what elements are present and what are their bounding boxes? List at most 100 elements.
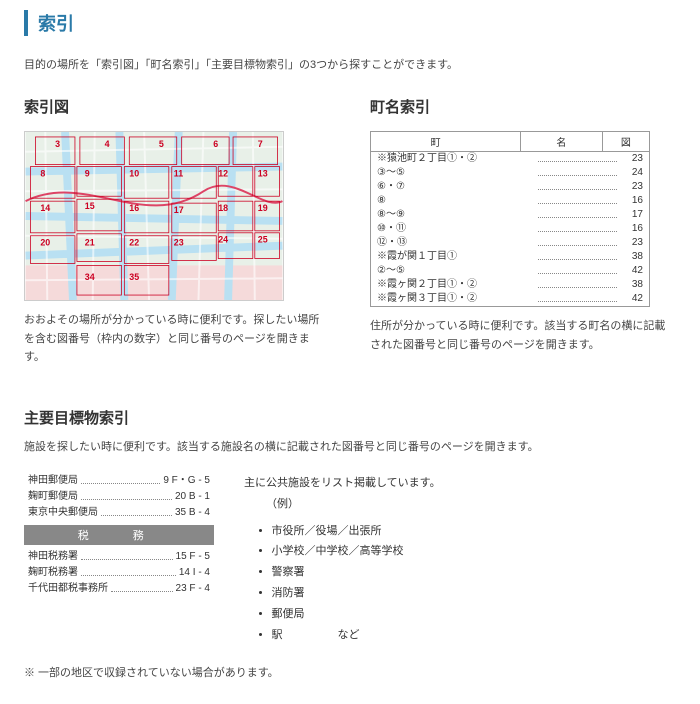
svg-text:34: 34: [85, 272, 95, 282]
index-map-image: 34567 8910111213 141516171819 2021222324…: [24, 131, 284, 301]
row-page: 23 F - 4: [176, 581, 210, 597]
svg-text:10: 10: [129, 168, 139, 178]
svg-text:16: 16: [129, 203, 139, 213]
table-row: ⑧〜⑨17: [371, 208, 649, 222]
row-page: 35 B - 4: [175, 505, 210, 521]
table-row: ③〜⑤ 24: [371, 166, 649, 180]
svg-text:20: 20: [40, 238, 50, 248]
side-example-label: （例）: [266, 494, 441, 515]
svg-text:24: 24: [218, 235, 228, 245]
svg-text:18: 18: [218, 203, 228, 213]
svg-text:35: 35: [129, 272, 139, 282]
table-row: ※霞が関１丁目① 38: [371, 250, 649, 264]
col-town-index: 町名索引 町 名 図 ※猿池町２丁目①・②23③〜⑤24⑥・⑦23⑧16⑧〜⑨1…: [370, 96, 676, 367]
landmark-table: 神田郵便局9 F・G - 5麹町郵便局20 B - 1東京中央郵便局35 B -…: [24, 473, 214, 597]
row-page: 9 F・G - 5: [163, 473, 210, 489]
row-page: 16: [621, 194, 643, 208]
row-label: ⑩・⑪: [377, 222, 534, 236]
svg-text:21: 21: [85, 238, 95, 248]
row-label: 神田税務署: [28, 549, 78, 565]
row-page: 16: [621, 222, 643, 236]
table-row: 神田税務署 15 F - 5: [24, 549, 214, 565]
sec3-desc: 施設を探したい時に便利です。該当する施設名の横に記載された図番号と同じ番号のペー…: [24, 438, 676, 457]
table-row: ⑥・⑦23: [371, 180, 649, 194]
row-label: ※猿池町２丁目①・②: [377, 152, 534, 166]
side-intro: 主に公共施設をリスト掲載しています。: [244, 473, 441, 494]
map-svg: 34567 8910111213 141516171819 2021222324…: [25, 132, 283, 300]
row-page: 15 F - 5: [176, 549, 210, 565]
row-page: 23: [621, 152, 643, 166]
svg-text:12: 12: [218, 168, 228, 178]
sec2-title: 町名索引: [370, 96, 676, 117]
row-label: 千代田都税事務所: [28, 581, 108, 597]
page-title: 索引: [24, 10, 676, 36]
list-item: 警察署: [272, 562, 441, 583]
table-row: 東京中央郵便局 35 B - 4: [24, 505, 214, 521]
th-name: 名: [521, 132, 603, 151]
row-page: 42: [621, 292, 643, 306]
list-item: 郵便局: [272, 604, 441, 625]
row-page: 38: [621, 250, 643, 264]
sec3-title: 主要目標物索引: [24, 407, 676, 428]
row-page: 20 B - 1: [175, 489, 210, 505]
lm-header2: 税 務: [24, 525, 214, 545]
svg-text:9: 9: [85, 168, 90, 178]
row-label: ②〜⑤: [377, 264, 534, 278]
town-head: 町 名 図: [371, 132, 649, 152]
svg-text:4: 4: [105, 139, 110, 149]
table-row: ②〜⑤ 42: [371, 264, 649, 278]
table-row: 麹町税務署 14 I - 4: [24, 565, 214, 581]
row-page: 38: [621, 278, 643, 292]
table-row: ※霞ヶ関２丁目①・② 38: [371, 278, 649, 292]
table-row: ※霞ヶ関３丁目①・② 42: [371, 292, 649, 306]
sec2-desc: 住所が分かっている時に便利です。該当する町名の横に記載された図番号と同じ番号のペ…: [370, 317, 676, 354]
row-label: ⑧〜⑨: [377, 208, 534, 222]
svg-text:25: 25: [258, 235, 268, 245]
row-page: 24: [621, 166, 643, 180]
sec1-title: 索引図: [24, 96, 330, 117]
th-town: 町: [371, 132, 521, 151]
landmark-wrap: 神田郵便局9 F・G - 5麹町郵便局20 B - 1東京中央郵便局35 B -…: [24, 473, 676, 646]
svg-text:23: 23: [174, 238, 184, 248]
sec1-desc: おおよその場所が分かっている時に便利です。探したい場所を含む図番号（枠内の数字）…: [24, 311, 330, 367]
row-label: ※霞ヶ関２丁目①・②: [377, 278, 534, 292]
row-label: ⑧: [377, 194, 534, 208]
svg-text:5: 5: [159, 139, 164, 149]
lm-group2: 神田税務署 15 F - 5 麹町税務署 14 I - 4 千代田都税事務所 23 F -…: [24, 549, 214, 597]
svg-text:3: 3: [55, 139, 60, 149]
row-label: ※霞ヶ関３丁目①・②: [377, 292, 534, 306]
town-index-table: 町 名 図 ※猿池町２丁目①・② 23 ③〜⑤ 24⑥・⑦23⑧ 16⑧〜⑨17⑩・⑪ 1…: [370, 131, 650, 307]
svg-text:22: 22: [129, 238, 139, 248]
table-row: ⑫・⑬23: [371, 236, 649, 250]
th-page: 図: [603, 132, 649, 151]
landmark-side: 主に公共施設をリスト掲載しています。 （例） 市役所／役場／出張所小学校／中学校…: [244, 473, 441, 646]
two-column-row: 索引図 34567 8910111213 141516171819 202122…: [24, 96, 676, 367]
svg-text:19: 19: [258, 203, 268, 213]
table-row: ⑩・⑪ 16: [371, 222, 649, 236]
row-label: 東京中央郵便局: [28, 505, 98, 521]
svg-text:17: 17: [174, 205, 184, 215]
row-label: 麹町税務署: [28, 565, 78, 581]
row-label: 麹町郵便局: [28, 489, 78, 505]
footnote: ※ 一部の地区で収録されていない場合があります。: [24, 664, 676, 680]
town-rows: ※猿池町２丁目①・②23③〜⑤24⑥・⑦23⑧16⑧〜⑨17⑩・⑪16⑫・⑬23…: [371, 152, 649, 306]
row-label: ⑫・⑬: [377, 236, 534, 250]
list-item: 市役所／役場／出張所: [272, 521, 441, 542]
svg-text:15: 15: [85, 201, 95, 211]
row-page: 23: [621, 180, 643, 194]
table-row: ⑧ 16: [371, 194, 649, 208]
svg-text:8: 8: [40, 168, 45, 178]
list-item: 小学校／中学校／高等学校: [272, 541, 441, 562]
row-label: ※霞が関１丁目①: [377, 250, 534, 264]
list-item: 消防署: [272, 583, 441, 604]
row-page: 14 I - 4: [179, 565, 210, 581]
svg-text:13: 13: [258, 168, 268, 178]
row-page: 42: [621, 264, 643, 278]
col-index-map: 索引図 34567 8910111213 141516171819 202122…: [24, 96, 330, 367]
svg-text:7: 7: [258, 139, 263, 149]
lm-group1: 神田郵便局9 F・G - 5麹町郵便局20 B - 1東京中央郵便局35 B -…: [24, 473, 214, 521]
row-label: ③〜⑤: [377, 166, 534, 180]
side-list: 市役所／役場／出張所小学校／中学校／高等学校警察署消防署郵便局駅 など: [272, 521, 441, 646]
svg-text:11: 11: [174, 168, 183, 178]
list-item: 駅 など: [272, 625, 441, 646]
